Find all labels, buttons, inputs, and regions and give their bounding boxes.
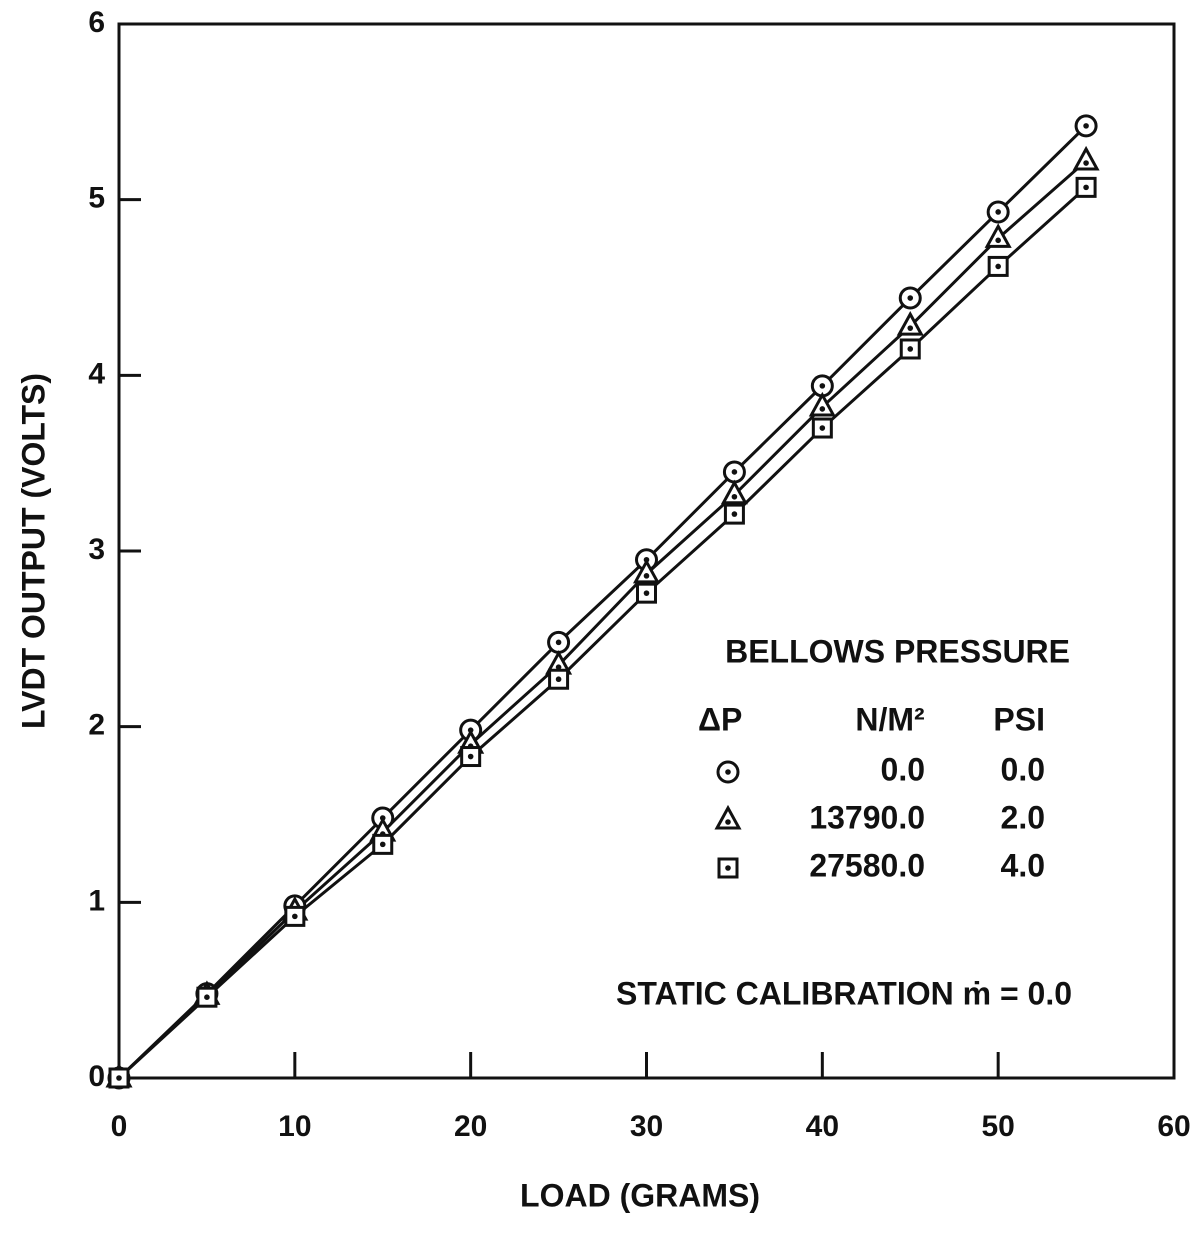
point-dot xyxy=(379,841,386,848)
legend-title: BELLOWS PRESSURE xyxy=(725,633,1070,669)
y-tick-label: 6 xyxy=(88,6,105,39)
y-tick-label: 1 xyxy=(88,884,105,917)
legend-psi: 0.0 xyxy=(1001,751,1045,787)
point-dot xyxy=(907,295,914,301)
point-dot xyxy=(731,511,738,517)
point-dot xyxy=(995,237,1001,244)
x-axis-label: LOAD (GRAMS) xyxy=(520,1177,760,1213)
y-tick-label: 4 xyxy=(88,357,105,390)
point-dot xyxy=(819,383,826,389)
y-tick-label: 2 xyxy=(88,709,105,742)
point-dot xyxy=(995,263,1001,270)
point-dot xyxy=(1083,123,1089,129)
series-line xyxy=(117,159,1088,1080)
legend-header: PSI xyxy=(993,701,1045,737)
point-dot xyxy=(555,639,562,646)
y-tick-label: 3 xyxy=(88,533,105,566)
point xyxy=(808,391,836,417)
legend-header: ΔP xyxy=(698,701,742,737)
point-dot xyxy=(819,406,826,412)
legend-marker-dot xyxy=(725,769,731,775)
point-dot xyxy=(907,346,914,352)
point xyxy=(720,479,748,505)
y-tick-label: 0 xyxy=(88,1060,105,1093)
series-line xyxy=(117,186,1088,1080)
point-dot xyxy=(731,469,738,475)
legend-marker-dot xyxy=(725,819,731,825)
legend-label: 0.0 xyxy=(881,751,925,787)
legend-header: N/M² xyxy=(855,701,924,737)
point-dot xyxy=(1083,184,1089,191)
legend-psi: 2.0 xyxy=(1001,799,1045,835)
x-tick-label: 20 xyxy=(454,1110,487,1143)
point-dot xyxy=(643,573,650,579)
y-tick-label: 5 xyxy=(88,182,105,215)
y-axis-label: LVDT OUTPUT (VOLTS) xyxy=(15,373,51,729)
point-dot xyxy=(204,994,210,1000)
x-tick-label: 40 xyxy=(806,1110,839,1143)
point xyxy=(1072,145,1100,171)
point-dot xyxy=(819,425,826,431)
legend-marker-dot xyxy=(725,865,731,871)
annotation: STATIC CALIBRATION ṁ = 0.0 xyxy=(616,975,1072,1011)
point-dot xyxy=(555,676,562,683)
x-tick-label: 10 xyxy=(278,1110,311,1143)
point xyxy=(632,558,661,584)
point-dot xyxy=(292,913,298,920)
point-dot xyxy=(467,753,474,760)
point-dot xyxy=(555,664,562,670)
point xyxy=(896,311,924,336)
x-tick-label: 60 xyxy=(1157,1110,1190,1143)
x-tick-label: 30 xyxy=(630,1110,663,1143)
point-dot xyxy=(116,1075,122,1081)
point-dot xyxy=(643,590,650,596)
point xyxy=(984,223,1012,248)
legend-label: 13790.0 xyxy=(809,799,925,835)
legend-marker xyxy=(714,804,742,830)
series-line xyxy=(117,124,1088,1080)
legend-label: 27580.0 xyxy=(809,847,925,883)
point-dot xyxy=(731,493,738,500)
point-dot xyxy=(995,209,1001,215)
point-dot xyxy=(907,325,914,331)
x-tick-label: 50 xyxy=(981,1110,1014,1143)
x-tick-label: 0 xyxy=(111,1110,128,1143)
legend-psi: 4.0 xyxy=(1001,847,1045,883)
point-dot xyxy=(1083,160,1089,166)
